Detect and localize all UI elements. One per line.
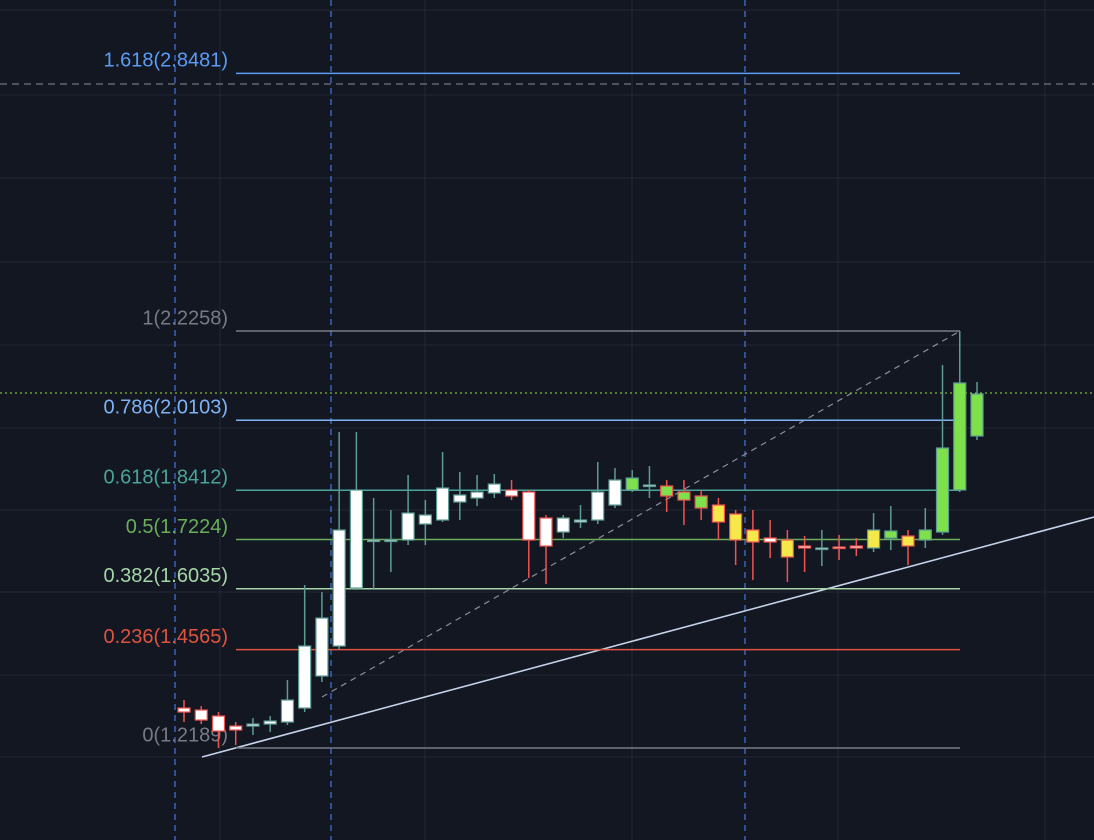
candle-body (677, 491, 691, 501)
candle-body (573, 519, 588, 523)
candle-body (608, 479, 622, 506)
candle-body (866, 529, 881, 549)
fib-diagonal (321, 330, 961, 698)
candle-body (746, 529, 760, 543)
candle-body (280, 699, 295, 723)
candle-body (487, 483, 501, 494)
fib-label: 0.618(1.8412) (103, 467, 228, 489)
fib-label: 0.236(1.4565) (103, 626, 228, 648)
candle-body (591, 491, 605, 521)
fib-label: 0.5(1.7224) (126, 516, 228, 538)
candle-body (815, 547, 829, 551)
fib-label: 1.618(2.8481) (103, 50, 228, 72)
candle-body (470, 491, 484, 499)
candle-body (504, 489, 519, 497)
candle-body (211, 715, 226, 732)
candle-body (849, 545, 863, 549)
fib-label: 0.786(2.0103) (103, 397, 228, 419)
candle-body (263, 720, 277, 725)
candle-body (229, 725, 243, 731)
fib-label: 1(2.2258) (142, 307, 228, 329)
candle-body (642, 484, 657, 488)
fib-label: 0(1.2189) (142, 724, 228, 746)
candle-body (729, 513, 743, 541)
candle-body (194, 709, 208, 721)
candle-body (935, 447, 950, 533)
trend-line (201, 516, 1094, 758)
candle-body (453, 494, 467, 503)
candle-body (625, 477, 639, 491)
candle-body (367, 539, 381, 543)
candle-body (418, 514, 432, 525)
candle-body (711, 504, 726, 523)
candle-body (435, 487, 450, 521)
candles (177, 331, 984, 749)
candle-body (298, 645, 312, 709)
candle-body (539, 517, 553, 547)
candle-body (901, 535, 915, 547)
candle-body (780, 539, 794, 558)
fib-label: 0.382(1.6035) (103, 565, 228, 587)
candle-body (763, 537, 777, 543)
candle-body (332, 529, 346, 647)
candle-body (384, 539, 398, 543)
fib-levels: 1.618(2.8481) 1(2.2258) 0.786(2.0103) 0.618… (103, 50, 960, 749)
candle-body (401, 512, 415, 541)
candle-body (556, 517, 570, 533)
candle-body (315, 617, 329, 677)
candle-body (349, 489, 363, 589)
candle-body (884, 530, 898, 539)
candle-body (246, 723, 260, 727)
candle-body (522, 491, 536, 541)
candle-body (177, 707, 191, 713)
candle-body (970, 393, 984, 437)
candle-body (660, 485, 674, 497)
candle-body (832, 546, 846, 550)
candle-body (953, 382, 967, 491)
candle-body (694, 495, 708, 509)
candle-body (918, 529, 932, 541)
candle-body (798, 545, 812, 549)
